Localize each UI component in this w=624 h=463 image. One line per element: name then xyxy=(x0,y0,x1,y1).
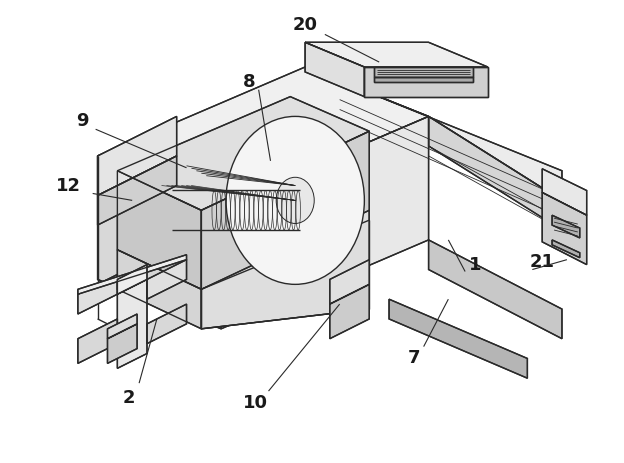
Text: 9: 9 xyxy=(77,113,89,131)
Text: 8: 8 xyxy=(243,73,255,91)
Text: 10: 10 xyxy=(243,394,268,412)
Text: 2: 2 xyxy=(123,389,135,407)
Polygon shape xyxy=(429,116,562,230)
Polygon shape xyxy=(202,131,369,289)
Polygon shape xyxy=(429,240,562,339)
Polygon shape xyxy=(364,67,488,97)
Polygon shape xyxy=(78,255,187,294)
Ellipse shape xyxy=(276,177,314,224)
Polygon shape xyxy=(107,324,137,363)
Polygon shape xyxy=(542,193,587,264)
Polygon shape xyxy=(552,240,580,258)
Polygon shape xyxy=(389,299,527,378)
Polygon shape xyxy=(221,116,429,329)
Polygon shape xyxy=(78,319,117,363)
Polygon shape xyxy=(117,171,202,289)
Polygon shape xyxy=(330,284,369,339)
Polygon shape xyxy=(374,77,473,82)
Polygon shape xyxy=(97,156,177,225)
Text: 21: 21 xyxy=(530,253,555,271)
Polygon shape xyxy=(305,67,562,200)
Polygon shape xyxy=(117,250,202,329)
Polygon shape xyxy=(542,169,587,215)
Polygon shape xyxy=(78,275,117,314)
Polygon shape xyxy=(97,116,177,195)
Text: 20: 20 xyxy=(293,16,318,33)
Polygon shape xyxy=(147,260,187,299)
Polygon shape xyxy=(117,97,369,210)
Text: 12: 12 xyxy=(56,176,80,194)
Ellipse shape xyxy=(226,116,364,284)
Polygon shape xyxy=(147,304,187,344)
Polygon shape xyxy=(202,210,369,329)
Text: 1: 1 xyxy=(469,256,481,274)
Polygon shape xyxy=(97,67,429,205)
Polygon shape xyxy=(552,215,580,238)
Text: 7: 7 xyxy=(407,350,420,368)
Polygon shape xyxy=(107,314,137,339)
Polygon shape xyxy=(117,264,147,294)
Polygon shape xyxy=(97,156,221,329)
Polygon shape xyxy=(117,279,147,369)
Polygon shape xyxy=(374,67,473,77)
Polygon shape xyxy=(330,260,369,304)
Polygon shape xyxy=(305,42,364,97)
Polygon shape xyxy=(305,42,488,67)
